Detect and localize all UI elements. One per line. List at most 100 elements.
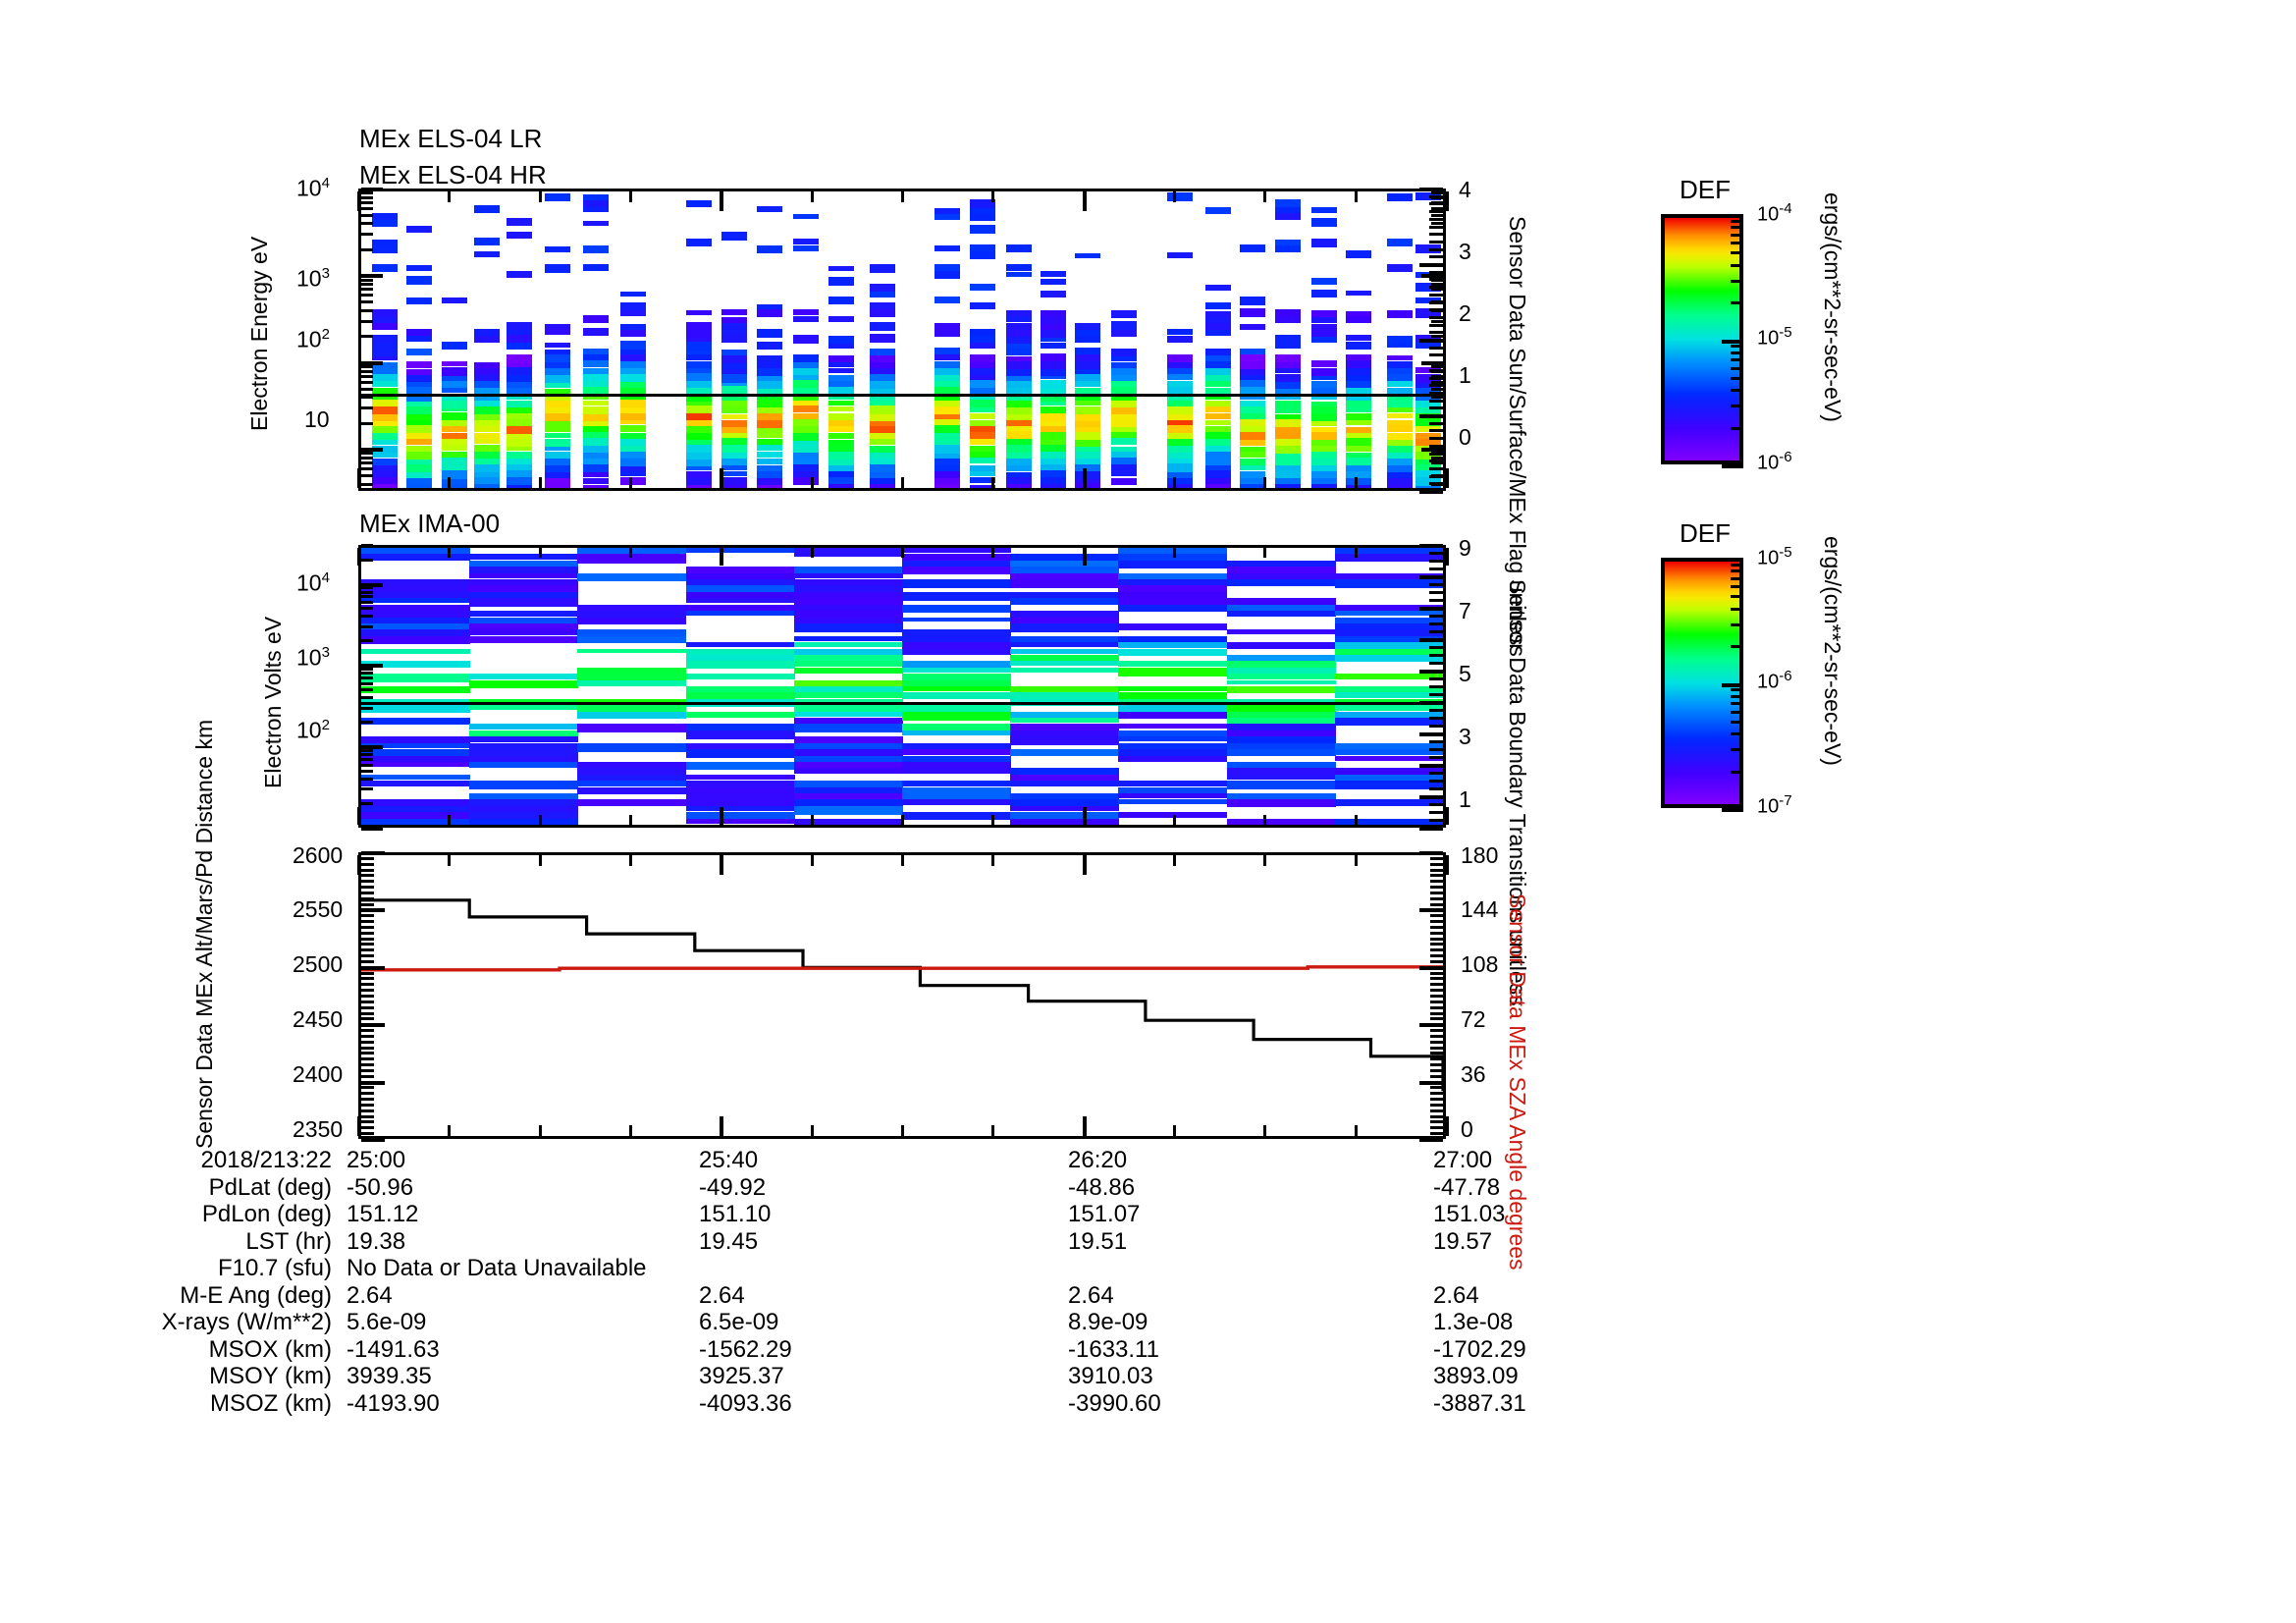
spectrogram-bin [1227,679,1336,685]
spectrogram-bin [583,263,609,271]
spectrogram-bin [1311,359,1337,368]
spectrogram-bin [902,548,1011,553]
panel3-altitude-sza-plot[interactable] [358,852,1446,1139]
altitude-trace [361,898,1443,1092]
axis-tick [538,477,542,488]
spectrogram-bin [1111,354,1137,362]
spectrogram-bin [1227,661,1336,669]
axis-tick [1731,405,1743,408]
spectrogram-bin [1227,629,1336,635]
spectrogram-bin [1075,394,1100,401]
panel2-ima-spectrogram[interactable] [358,545,1446,828]
axis-tick [1429,803,1443,806]
spectrogram-bin [361,705,470,714]
spectrogram-bin [1227,724,1336,732]
axis-tick [1731,345,1743,349]
axis-tick [1082,191,1087,211]
spectrogram-bin [686,445,712,453]
table-cell: 151.12 [347,1201,419,1227]
spectrogram-bin [1118,579,1227,588]
spectrogram-bin [1075,348,1100,355]
spectrogram-bin [545,457,570,465]
spectrogram-bin [1335,548,1443,556]
spectrogram-bin [1118,622,1227,630]
spectrogram-bin [1006,315,1032,323]
spectrogram-bin [507,476,532,486]
axis-tick [1419,263,1443,267]
spectrogram-bin [469,799,578,807]
panel1-right-tick-4: 4 [1459,177,1471,202]
spectrogram-bin [1041,393,1066,403]
spectrogram-bin [474,361,500,369]
spectrogram-bin [870,321,895,331]
spectrogram-bin [1118,742,1227,751]
axis-tick [1430,880,1443,884]
spectrogram-bin [828,400,854,406]
spectrogram-bin [1205,419,1231,425]
panel1-right-axis-label: Sensor Data Sun/Surface/MEx Flag unitles… [1505,216,1531,657]
spectrogram-bin [1387,439,1413,446]
spectrogram-bin [1227,567,1336,574]
spectrogram-bin [794,572,903,579]
spectrogram-column [1227,548,1336,825]
table-cell: 19.57 [1433,1228,1493,1255]
spectrogram-bin [794,805,903,815]
spectrogram-bin [1167,424,1193,434]
spectrogram-bin [577,604,686,612]
spectrogram-bin [577,674,686,681]
panel1-electron-energy-spectrogram[interactable] [358,189,1446,491]
axis-tick [1731,389,1743,393]
axis-tick [1445,807,1449,825]
axis-tick [361,335,373,339]
axis-tick [810,548,814,558]
spectrogram-bin [469,755,578,763]
axis-tick [1429,725,1443,728]
spectrogram-bin [1010,818,1119,825]
axis-tick [1731,694,1743,698]
spectrogram-bin [406,460,432,465]
axis-tick [1419,764,1443,768]
spectrogram-bin [1311,386,1337,395]
spectrogram-bin [1311,483,1337,488]
spectrogram-bin [1041,451,1066,460]
spectrogram-bin [1346,426,1371,434]
spectrogram-bin [1205,285,1231,291]
axis-tick [361,590,373,594]
table-cell: -49.92 [699,1174,767,1201]
spectrogram-bin [686,475,712,485]
spectrogram-bin [474,418,500,426]
spectrogram-bin [1227,774,1336,781]
spectrogram-bin [620,302,646,310]
spectrogram-bin [794,591,903,601]
axis-tick [1354,1125,1358,1136]
spectrogram-bin [1335,749,1443,756]
spectrogram-bin [686,347,712,355]
spectrogram-bin [970,400,995,408]
spectrogram-bin [474,406,500,414]
spectrogram-bin [1075,336,1100,343]
axis-tick [1429,811,1443,814]
spectrogram-bin [406,276,432,285]
axis-tick [1431,222,1443,226]
spectrogram-bin [1006,444,1032,453]
spectrogram-bin [1387,354,1413,361]
spectrogram-bin [1346,393,1371,402]
spectrogram-bin [902,755,1011,764]
spectrogram-bin [1167,463,1193,473]
axis-tick [901,477,904,488]
table-cell: 8.9e-09 [1068,1309,1148,1335]
axis-tick [361,452,373,456]
spectrogram-bin [1006,355,1032,362]
axis-tick [361,688,373,692]
spectrogram-bin [1006,483,1032,488]
spectrogram-bin [721,232,747,242]
spectrogram-bin [474,373,500,381]
table-row-label: MSOY (km) [209,1363,332,1389]
spectrogram-bin [686,591,795,601]
axis-tick [361,1080,385,1085]
spectrogram-bin [1346,483,1371,488]
colorbar2-unit-label: ergs/(cm**2-sr-sec-eV) [1820,536,1846,766]
spectrogram-bin [372,393,398,401]
spectrogram-bin [794,622,903,632]
axis-tick [361,681,373,685]
